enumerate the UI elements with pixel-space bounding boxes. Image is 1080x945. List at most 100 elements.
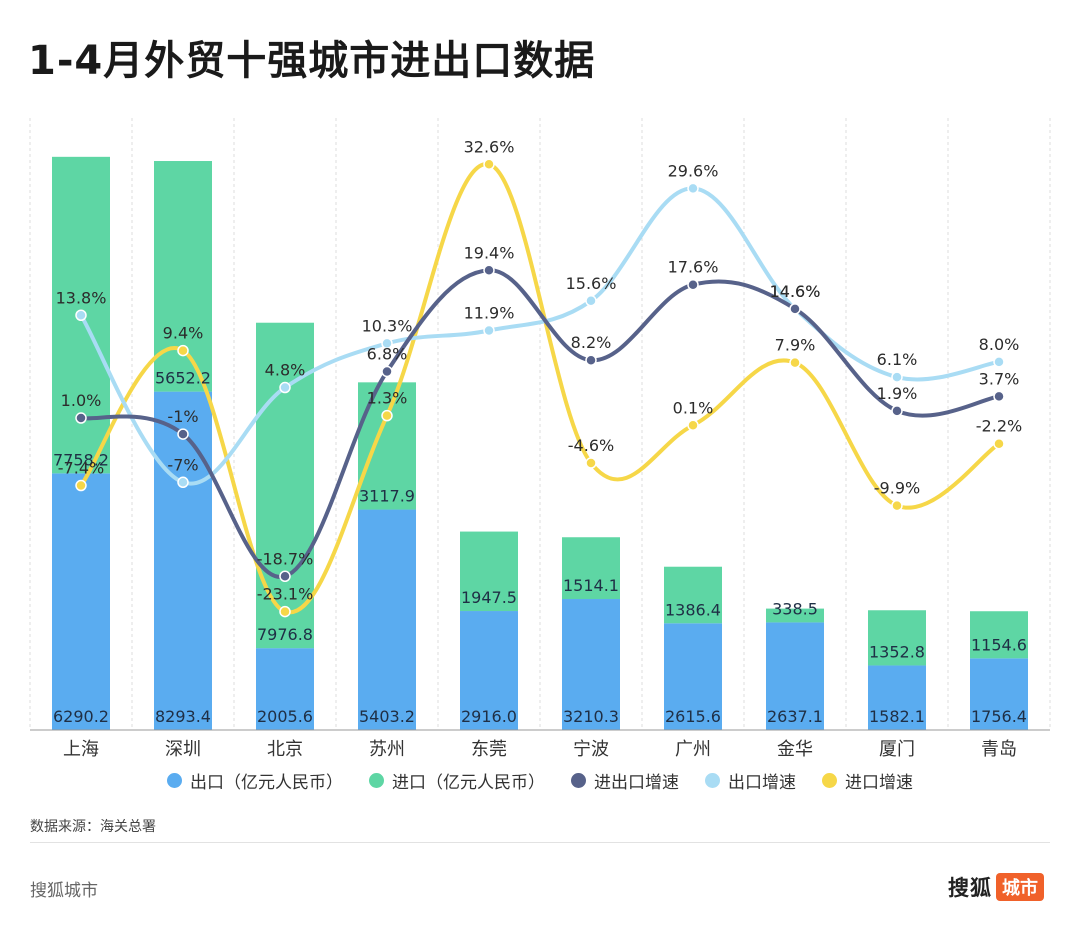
legend-label-import-growth: 进口增速	[845, 773, 913, 793]
bar-export-厦门	[868, 665, 926, 730]
data-label-line-0: 14.6%	[770, 282, 821, 301]
bar-import-深圳	[154, 161, 212, 392]
line-point-0-深圳	[177, 428, 189, 440]
line-point-1-东莞	[483, 324, 495, 337]
data-label-line-0: 8.2%	[571, 333, 612, 352]
bar-export-深圳	[154, 391, 212, 730]
bar-import-金华	[766, 608, 824, 623]
x-tick-label: 苏州	[369, 739, 405, 760]
legend-item-total-growth[interactable]: 进出口增速	[571, 768, 679, 793]
data-label-import: 1352.8	[869, 642, 925, 661]
data-label-export: 2005.6	[257, 707, 313, 726]
line-point-1-宁波	[585, 295, 597, 307]
legend-marker-import-growth	[822, 773, 837, 788]
x-tick-label: 北京	[267, 739, 303, 760]
line-point-0-苏州	[381, 365, 393, 378]
footer-brand-text: 搜狐城市	[30, 881, 98, 901]
data-label-export: 5403.2	[359, 707, 415, 726]
data-label-import: 1947.5	[461, 588, 517, 607]
line-series-0	[79, 268, 1001, 579]
line-point-1-广州	[687, 182, 699, 195]
bar-export-东莞	[460, 611, 518, 730]
data-label-line-2: -2.2%	[976, 417, 1022, 436]
legend-marker-total-growth	[571, 773, 586, 788]
data-label-line-1: 14.6%	[770, 282, 821, 301]
x-tick-label: 上海	[63, 739, 99, 760]
data-label-line-2: -4.6%	[568, 436, 614, 455]
data-label-line-0: 3.7%	[979, 369, 1020, 388]
line-point-1-北京	[279, 381, 291, 394]
x-tick-label: 宁波	[573, 739, 609, 760]
line-point-0-东莞	[483, 264, 495, 277]
line-point-0-厦门	[891, 405, 903, 417]
data-source: 数据来源：海关总署	[30, 819, 156, 835]
data-label-line-2: -9.9%	[874, 479, 920, 498]
line-point-2-上海	[75, 479, 87, 492]
brand-tag: 城市	[996, 873, 1044, 901]
legend-label-total-growth: 进出口增速	[594, 773, 679, 793]
data-label-export: 2916.0	[461, 707, 517, 726]
data-label-import: 1514.1	[563, 576, 619, 595]
data-label-import: 3117.9	[359, 487, 415, 506]
line-point-2-深圳	[177, 344, 189, 357]
bar-export-金华	[766, 622, 824, 730]
bar-export-苏州	[358, 509, 416, 730]
legend-marker-export	[167, 773, 182, 788]
line-point-2-宁波	[585, 457, 597, 469]
chart-title: 1-4月外贸十强城市进出口数据	[28, 38, 596, 84]
data-label-line-0: 1.0%	[61, 391, 102, 410]
data-label-line-0: 6.8%	[367, 344, 408, 363]
bar-export-广州	[664, 623, 722, 730]
data-label-line-2: -7.4%	[58, 459, 104, 478]
data-label-export: 1582.1	[869, 707, 925, 726]
x-tick-label: 东莞	[471, 739, 507, 760]
x-tick-label: 广州	[675, 739, 711, 760]
data-label-line-2: 7.9%	[775, 336, 816, 355]
data-label-line-0: 17.6%	[668, 258, 719, 277]
legend-item-import-growth[interactable]: 进口增速	[822, 768, 913, 793]
data-label-line-0: -18.7%	[257, 549, 314, 568]
data-label-line-2: 1.3%	[367, 389, 408, 408]
line-series-2	[79, 162, 1001, 615]
line-point-0-金华	[789, 303, 801, 315]
line-point-0-上海	[75, 412, 87, 424]
legend-label-export-growth: 出口增速	[728, 773, 796, 793]
data-label-line-0: 19.4%	[464, 243, 515, 262]
legend-item-export-growth[interactable]: 出口增速	[705, 768, 796, 793]
bar-import-广州	[664, 566, 722, 624]
legend-marker-import	[369, 773, 384, 788]
brand-main: 搜狐	[948, 876, 992, 900]
line-point-0-宁波	[585, 354, 597, 366]
x-tick-label: 深圳	[165, 739, 201, 760]
legend-item-import[interactable]: 进口（亿元人民币）	[369, 768, 545, 793]
line-point-1-青岛	[993, 356, 1005, 368]
data-label-import: 5652.2	[155, 369, 211, 388]
data-label-export: 3210.3	[563, 707, 619, 726]
bar-export-宁波	[562, 599, 620, 730]
bar-export-青岛	[970, 658, 1028, 730]
legend-item-export[interactable]: 出口（亿元人民币）	[167, 768, 343, 793]
line-point-0-青岛	[993, 390, 1005, 403]
line-point-1-厦门	[891, 371, 903, 383]
data-label-import: 7976.8	[257, 625, 313, 644]
line-point-2-广州	[687, 419, 699, 432]
data-label-export: 1756.4	[971, 707, 1027, 726]
data-label-line-1: -7%	[167, 455, 198, 474]
data-label-line-2: 32.6%	[464, 137, 515, 156]
line-point-1-深圳	[177, 476, 189, 489]
divider	[30, 842, 1050, 843]
data-label-line-0: 1.9%	[877, 384, 918, 403]
sohu-city-logo[interactable]: 搜狐 城市	[948, 872, 1044, 902]
data-label-line-1: 4.8%	[265, 361, 306, 380]
data-label-line-1: 10.3%	[362, 316, 413, 335]
legend-label-export: 出口（亿元人民币）	[190, 773, 343, 793]
data-label-line-1: 8.0%	[979, 335, 1020, 354]
bar-import-宁波	[562, 537, 620, 600]
data-label-export: 8293.4	[155, 707, 211, 726]
bar-import-苏州	[358, 382, 416, 510]
line-point-2-北京	[279, 605, 291, 618]
x-tick-label: 厦门	[879, 739, 915, 760]
data-label-line-0: -1%	[167, 407, 198, 426]
data-label-import: 1386.4	[665, 600, 721, 619]
line-point-2-厦门	[891, 499, 903, 512]
